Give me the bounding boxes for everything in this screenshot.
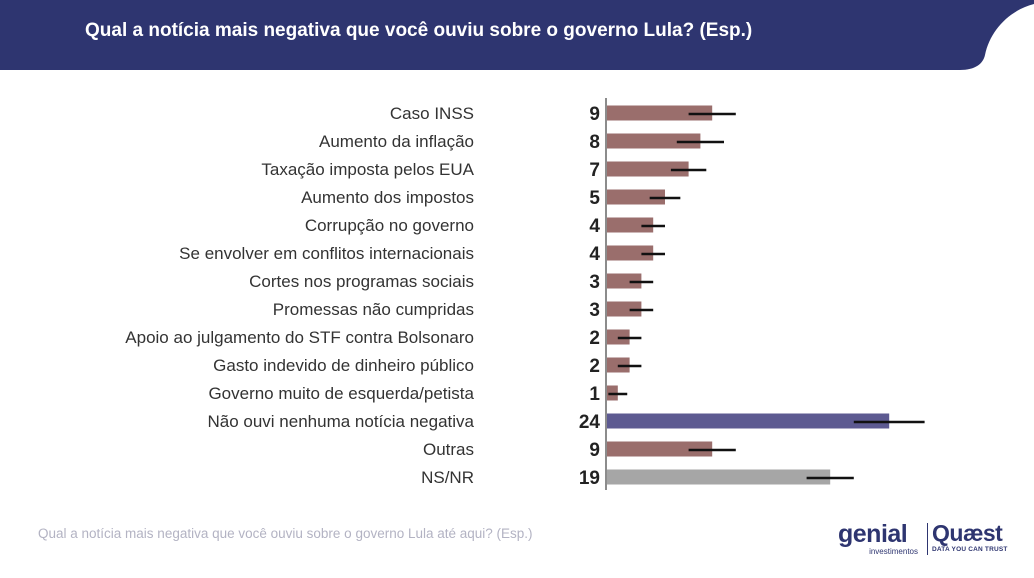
- category-label: Governo muito de esquerda/petista: [208, 384, 474, 403]
- bar: [606, 105, 713, 121]
- value-label: 2: [589, 356, 600, 377]
- category-label: Outras: [423, 440, 474, 459]
- value-label: 3: [589, 272, 600, 293]
- quaest-logo-subtext: DATA YOU CAN TRUST: [932, 546, 1008, 553]
- category-label: Aumento dos impostos: [301, 188, 474, 207]
- bar: [606, 273, 642, 289]
- category-label: Gasto indevido de dinheiro público: [213, 356, 474, 375]
- bar: [606, 301, 642, 317]
- logo-divider: [927, 523, 928, 555]
- footnote: Qual a notícia mais negativa que você ou…: [38, 526, 533, 541]
- header-background: [0, 0, 1034, 70]
- category-label: Promessas não cumpridas: [273, 300, 474, 319]
- quaest-logo: Quæst DATA YOU CAN TRUST: [932, 520, 1012, 558]
- value-label: 9: [589, 440, 600, 461]
- page-title: Qual a notícia mais negativa que você ou…: [85, 20, 753, 41]
- value-label: 5: [589, 188, 600, 209]
- category-label: Não ouvi nenhuma notícia negativa: [207, 412, 474, 431]
- genial-logo-subtext: investimentos: [869, 547, 918, 556]
- value-label: 4: [589, 244, 600, 265]
- value-label: 8: [589, 132, 600, 153]
- category-label: Caso INSS: [390, 104, 474, 123]
- genial-logo-text: genial: [838, 520, 908, 548]
- value-label: 3: [589, 300, 600, 321]
- bar-chart: Caso INSS 9 Aumento da inflação 8 Taxação im…: [125, 98, 925, 490]
- value-label: 7: [589, 160, 600, 181]
- bar: [606, 245, 654, 261]
- bar: [606, 189, 665, 205]
- value-label: 24: [579, 412, 601, 433]
- bar: [606, 217, 654, 233]
- value-label: 4: [589, 216, 600, 237]
- value-label: 2: [589, 328, 600, 349]
- value-label: 9: [589, 104, 600, 125]
- category-label: Taxação imposta pelos EUA: [261, 160, 474, 179]
- category-label: Aumento da inflação: [319, 132, 474, 151]
- category-label: NS/NR: [421, 468, 474, 487]
- bar: [606, 161, 689, 177]
- value-label: 19: [579, 468, 600, 489]
- category-label: Se envolver em conflitos internacionais: [179, 244, 474, 263]
- header-banner: Qual a notícia mais negativa que você ou…: [0, 0, 1034, 70]
- category-label: Apoio ao julgamento do STF contra Bolson…: [125, 328, 474, 347]
- bar: [606, 133, 701, 149]
- quaest-logo-text: Quæst: [932, 520, 1003, 546]
- bar: [606, 413, 890, 429]
- bar: [606, 441, 713, 457]
- value-label: 1: [589, 384, 600, 405]
- genial-logo: genial investimentos: [838, 520, 922, 558]
- category-label: Corrupção no governo: [305, 216, 474, 235]
- category-label: Cortes nos programas sociais: [249, 272, 474, 291]
- bar: [606, 469, 831, 485]
